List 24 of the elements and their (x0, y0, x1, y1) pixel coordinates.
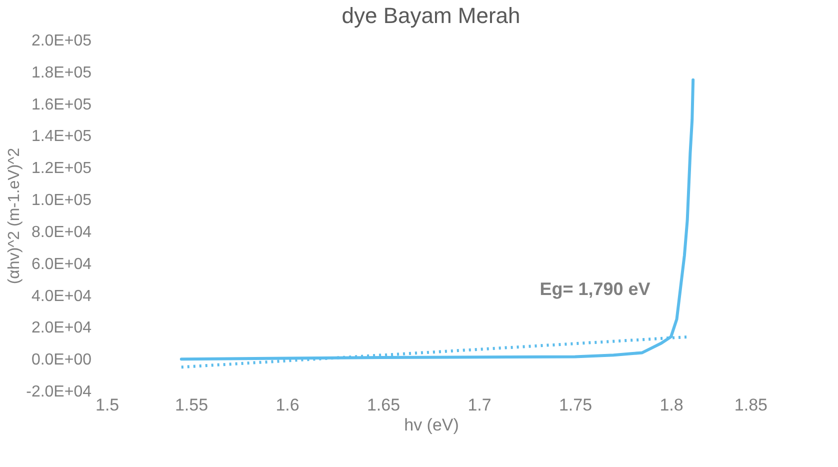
y-tick-label: 2.0E+05 (31, 32, 92, 50)
x-tick-label: 1.5 (96, 396, 120, 414)
y-axis-title: (αhv)^2 (m-1.eV)^2 (6, 148, 24, 284)
y-tick-label: 2.0E+04 (31, 320, 92, 337)
x-tick-label: 1.7 (468, 396, 492, 414)
y-tick-label: 1.8E+05 (31, 64, 92, 82)
x-axis-title: hv (eV) (404, 416, 459, 434)
x-tick-label: 1.65 (366, 396, 400, 414)
y-tick-label: 1.0E+05 (31, 192, 92, 210)
y-tick-label: 1.2E+05 (31, 160, 92, 178)
y-tick-label: 6.0E+04 (31, 256, 92, 273)
x-tick-label: 1.85 (734, 396, 768, 414)
y-tick-label: 1.6E+05 (31, 96, 92, 114)
x-tick-label: 1.8 (660, 396, 684, 414)
chart-title: dye Bayam Merah (342, 3, 520, 28)
y-tick-label: 8.0E+04 (31, 224, 92, 241)
x-tick-label: 1.75 (558, 396, 592, 414)
y-tick-label: 1.4E+05 (31, 128, 92, 146)
y-tick-label: 0.0E+00 (31, 352, 92, 369)
annotation: Eg= 1,790 eV (540, 279, 650, 299)
y-tick-label: -2.0E+04 (26, 384, 92, 400)
x-tick-label: 1.55 (174, 396, 208, 414)
y-tick-label: 4.0E+04 (31, 288, 92, 305)
x-tick-label: 1.6 (276, 396, 300, 414)
